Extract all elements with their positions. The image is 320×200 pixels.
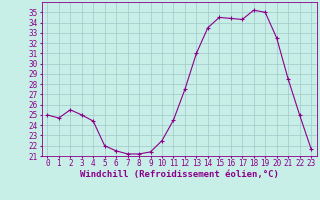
X-axis label: Windchill (Refroidissement éolien,°C): Windchill (Refroidissement éolien,°C) — [80, 170, 279, 179]
